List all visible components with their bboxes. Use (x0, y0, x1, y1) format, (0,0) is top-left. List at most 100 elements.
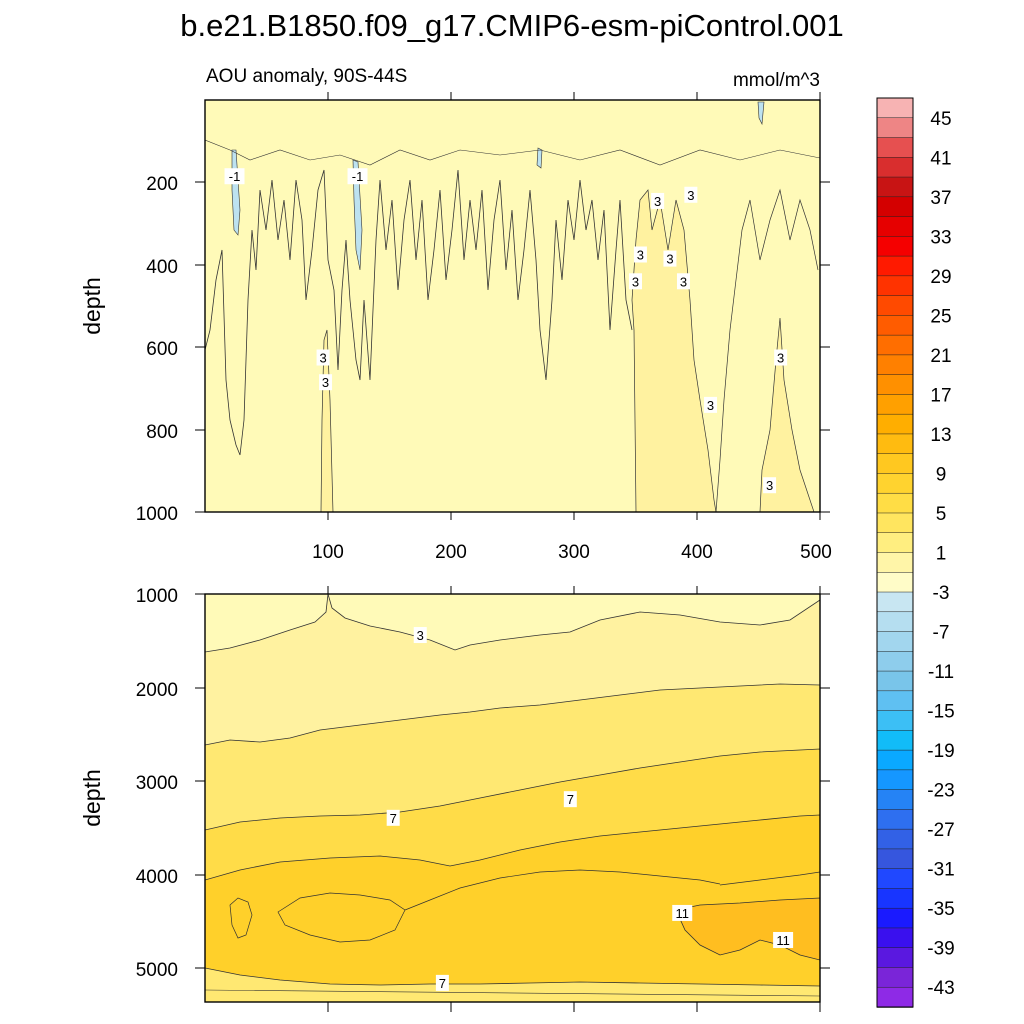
contour-label: -1 (224, 168, 245, 185)
contour-label-text: 3 (632, 274, 639, 289)
colorbar-label: 29 (930, 267, 951, 288)
contour-label-text: 3 (680, 274, 687, 289)
contour-label-text: -1 (229, 169, 241, 184)
upper-x-tick-label: 400 (681, 542, 713, 563)
colorbar-label: 17 (930, 385, 951, 406)
colorbar-swatch (876, 611, 914, 633)
colorbar-swatch (876, 315, 914, 336)
negative-region-2 (352, 159, 363, 271)
contour-label-text: 3 (319, 351, 326, 366)
negative-region-3 (536, 147, 543, 169)
colorbar-swatch (876, 137, 914, 159)
contour-label-box (319, 374, 333, 391)
colorbar-swatch (876, 927, 914, 949)
contour-label-text: -1 (352, 169, 364, 184)
contour-line-3 (715, 188, 819, 512)
colorbar-swatch (876, 888, 914, 909)
colorbar-label: 45 (930, 109, 951, 130)
upper-y-axis-title: depth (79, 277, 105, 335)
colorbar-label: 9 (936, 464, 947, 485)
contour-label: 3 (633, 246, 647, 263)
colorbar-swatch (876, 255, 914, 277)
colorbar-swatch (876, 967, 914, 988)
colorbar-swatch (876, 216, 914, 238)
colorbar-swatch (876, 947, 914, 969)
colorbar-label: 25 (930, 306, 951, 327)
colorbar-swatch (876, 730, 914, 751)
contour-label-box (413, 627, 427, 644)
upper-panel: 200 400 600 800 1000 depth 100 200 300 4… (79, 92, 832, 563)
contour-label-text: 11 (675, 906, 689, 921)
negative-region-4 (757, 101, 765, 126)
contour-label-box (774, 349, 788, 366)
colorbar-swatch (876, 769, 914, 791)
contour-label-box (684, 186, 698, 203)
contour-label-box (672, 904, 693, 921)
colorbar-swatch (876, 848, 914, 870)
band-1-3 (205, 594, 820, 653)
contour-label: 3 (676, 273, 690, 290)
colorbar-swatch (876, 374, 914, 396)
colorbar-swatch (876, 413, 914, 435)
contour-label: 11 (672, 904, 693, 921)
colorbar-label: 1 (936, 544, 947, 565)
colorbar-swatch (876, 334, 914, 356)
lens-contour-1 (229, 897, 253, 939)
colorbar-swatch (876, 749, 914, 771)
contour-label: 3 (651, 192, 665, 209)
colorbar-label: -19 (927, 741, 954, 762)
colorbar-label: -15 (927, 702, 954, 723)
contour-label: 7 (563, 791, 577, 808)
figure-title: b.e21.B1850.f09_g17.CMIP6-esm-piControl.… (180, 8, 843, 43)
upper-y-tick-label: 200 (146, 174, 178, 195)
contour-label-text: 3 (687, 188, 694, 203)
contour-label: 3 (763, 477, 777, 494)
lower-panel-frame (204, 593, 821, 1003)
colorbar-swatch (876, 433, 914, 455)
colorbar-swatch (876, 690, 914, 712)
lower-x-axis (327, 586, 821, 1012)
colorbar-label: -27 (927, 820, 954, 841)
upper-x-tick-label: 300 (558, 542, 590, 563)
colorbar-swatch (876, 117, 914, 139)
colorbar-swatch (876, 552, 914, 574)
contour-label: -1 (347, 168, 368, 185)
contour-label-box (563, 791, 577, 808)
contour-label-text: 7 (439, 976, 446, 991)
contour-label-box (629, 273, 642, 290)
colorbar-swatch (876, 236, 914, 257)
contour-line-bottom (205, 989, 820, 997)
band-9-plus (205, 814, 820, 1002)
colorbar-swatch (876, 196, 914, 218)
colorbar-label: 13 (930, 425, 951, 446)
colorbar-swatch (876, 492, 914, 514)
contour-label: 11 (773, 931, 794, 948)
contour-label-text: 3 (666, 252, 673, 267)
colorbar-label: 5 (936, 504, 947, 525)
upper-y-tick-label: 400 (146, 257, 178, 278)
colorbar-swatch (876, 394, 914, 415)
colorbar-swatch (876, 710, 914, 732)
colorbar-frame (876, 97, 914, 1008)
colorbar-swatch (876, 176, 914, 198)
lower-y-tick-label: 1000 (136, 586, 178, 607)
colorbar-swatch (876, 651, 914, 672)
upper-y-axis: 200 400 600 800 1000 depth (79, 174, 830, 525)
contour-label-text: 3 (707, 398, 714, 413)
upper-x-tick-label: 500 (800, 542, 832, 563)
colorbar-swatch (876, 670, 914, 692)
contour-label-box (316, 349, 330, 366)
upper-x-axis: 100 200 300 400 500 (312, 92, 832, 563)
colorbar-label: 41 (930, 148, 951, 169)
colorbar-swatch (876, 97, 914, 119)
colorbar-swatch (876, 591, 914, 613)
contour-label-box (435, 974, 449, 991)
contour-line-2 (205, 139, 820, 166)
colorbar-label: -39 (927, 939, 954, 960)
colorbar-label: -7 (933, 623, 950, 644)
contour-label-text: 3 (766, 478, 773, 493)
colorbar-swatch (876, 295, 914, 317)
region-above-3-b (759, 317, 815, 512)
